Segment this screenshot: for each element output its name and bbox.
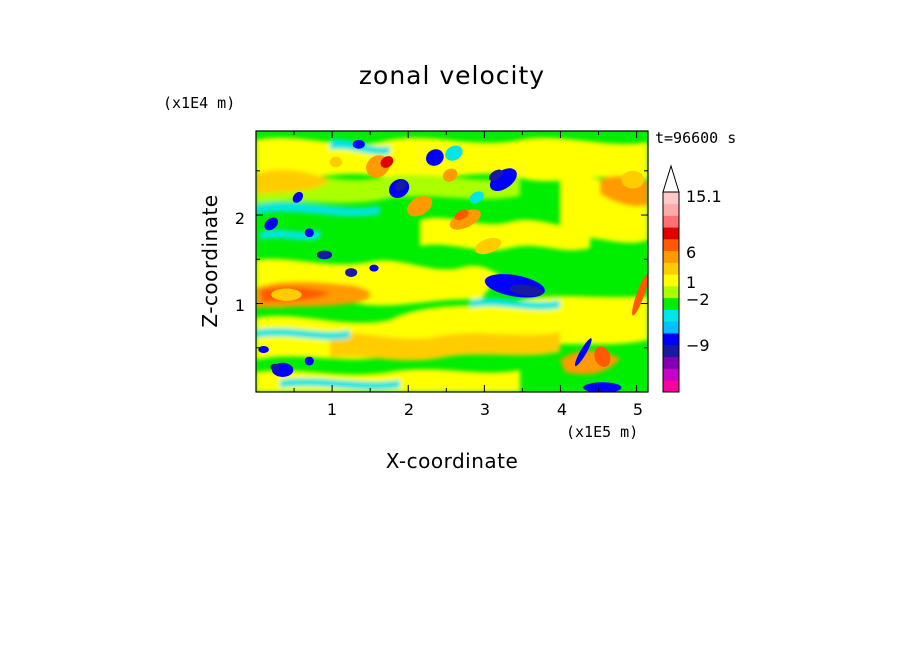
colorbar-swatch (663, 321, 679, 334)
colorbar-swatch (663, 203, 679, 216)
colorbar-swatch (663, 344, 679, 358)
contour-cell (304, 356, 314, 366)
contour-cell (632, 273, 648, 316)
contour-cell (304, 228, 314, 238)
contour-cell (583, 382, 622, 392)
contour-cell (258, 345, 269, 354)
x-unit-label: (x1E5 m) (566, 423, 638, 441)
colorbar-swatch (663, 286, 679, 299)
colorbar-swatch (663, 262, 679, 275)
contour-cell (345, 268, 358, 277)
contour-cell (574, 338, 592, 367)
contour-cell (442, 168, 458, 182)
x-tick-label-3: 3 (480, 400, 490, 419)
y-tick-label-1: 1 (235, 296, 245, 315)
contour-cell (454, 209, 469, 221)
colorbar-swatch (663, 368, 679, 381)
contour-cell (316, 250, 333, 260)
x-tick-label-2: 2 (404, 400, 414, 419)
colorbar (662, 164, 680, 393)
colorbar-swatch (663, 309, 679, 322)
contour-cell (352, 139, 365, 149)
contour-cell (469, 191, 484, 204)
contour-cell (509, 284, 543, 297)
contour-cells (258, 139, 648, 392)
contour-band (256, 328, 350, 340)
contour-cell (395, 180, 407, 191)
colorbar-label-minus2: −2 (686, 290, 710, 309)
contour-cell (594, 346, 611, 367)
contour-cell (406, 195, 433, 217)
x-axis-label: X-coordinate (386, 449, 519, 473)
contour-cell (621, 170, 645, 189)
y-tick-label-2: 2 (235, 209, 245, 228)
contour-band (470, 298, 560, 310)
colorbar-label-1: 1 (686, 273, 696, 292)
plot-frame (255, 130, 649, 393)
x-tick-label-1: 1 (327, 400, 337, 419)
contour-cell (380, 156, 394, 168)
colorbar-frame (662, 191, 680, 393)
colorbar-label-6: 6 (686, 243, 696, 262)
contour-cell (270, 363, 280, 371)
axis-ticks (256, 131, 648, 392)
colorbar-swatch (663, 239, 679, 252)
contour-cell (369, 264, 379, 272)
colorbar-swatch (663, 356, 679, 369)
contour-cell (449, 209, 481, 230)
x-tick-label-5: 5 (633, 400, 643, 419)
time-label: t=96600 s (655, 129, 736, 147)
colorbar-swatch (663, 215, 679, 228)
colorbar-swatch (663, 227, 679, 240)
colorbar-label-minus9: −9 (686, 336, 710, 355)
velocity-contour-field (256, 131, 648, 392)
contour-band (280, 378, 400, 390)
contour-cell (445, 145, 463, 161)
colorbar-extend-arrow (662, 164, 680, 193)
colorbar-label-15.1: 15.1 (686, 187, 722, 206)
colorbar-swatch (663, 380, 679, 393)
colorbar-swatch (663, 250, 679, 263)
contour-band (256, 202, 380, 217)
contour-cell (475, 237, 502, 255)
colorbar-swatch (663, 297, 679, 310)
contour-cell (489, 169, 503, 181)
y-axis-label: Z-coordinate (198, 194, 222, 327)
y-unit-label: (x1E4 m) (163, 94, 235, 112)
contour-cell (292, 191, 304, 203)
colorbar-swatch (663, 333, 679, 346)
contour-band (256, 169, 330, 194)
contour-cell (271, 288, 302, 301)
contour-cell (264, 217, 278, 231)
contour-band (330, 332, 560, 361)
colorbar-swatch (663, 274, 679, 287)
contour-cell (426, 149, 444, 166)
colorbar-swatch (663, 192, 679, 205)
chart-title: zonal velocity (359, 61, 545, 90)
contour-cell (329, 156, 343, 168)
x-tick-label-4: 4 (557, 400, 567, 419)
